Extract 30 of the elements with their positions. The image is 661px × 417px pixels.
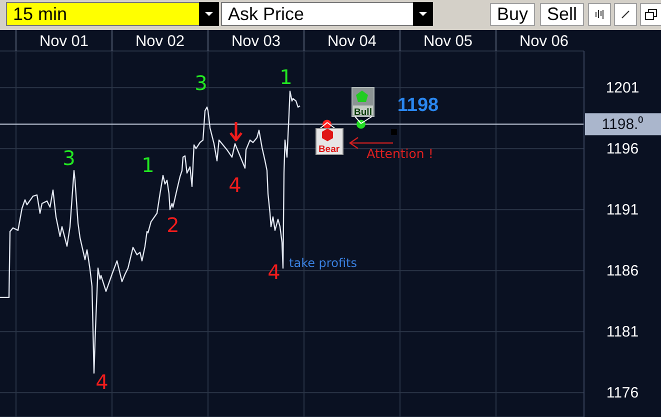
annotation: 4 [228, 173, 242, 197]
annotation: Attention ! [366, 146, 434, 160]
annotation: 3 [194, 71, 208, 95]
annotation: take profits [289, 256, 357, 270]
annotation: Bull [354, 106, 372, 118]
button: Buy [490, 3, 535, 26]
x-tick-label: Nov 05 [423, 33, 473, 50]
y-tick-label: 1181 [606, 324, 639, 341]
annotation: 1198 [397, 94, 439, 116]
ref-line-label: 1198.⁰ [602, 116, 644, 134]
annotation: 1 [280, 65, 292, 89]
annotation: 1 [142, 153, 154, 177]
annotation: 4 [268, 260, 280, 284]
dropdown-field: 15 min [6, 2, 201, 26]
x-tick-label: Nov 03 [231, 33, 281, 50]
y-tick-label: 1196 [606, 140, 639, 158]
x-tick-label: Nov 02 [135, 33, 185, 50]
y-tick-label: 1201 [606, 80, 640, 97]
dropdown-field: Ask Price [221, 2, 415, 26]
annotation: 4 [96, 370, 108, 394]
annotation: Bear [318, 144, 340, 154]
x-tick-label: Nov 04 [327, 33, 377, 50]
button: Sell [540, 3, 584, 26]
annotation: 2 [166, 213, 180, 237]
y-tick-label: 1191 [606, 202, 639, 219]
annotation: 3 [62, 146, 76, 170]
y-tick-label: 1176 [606, 384, 639, 402]
y-tick-label: 1186 [606, 262, 639, 280]
x-tick-label: Nov 01 [39, 33, 89, 50]
x-tick-label: Nov 06 [519, 33, 569, 50]
